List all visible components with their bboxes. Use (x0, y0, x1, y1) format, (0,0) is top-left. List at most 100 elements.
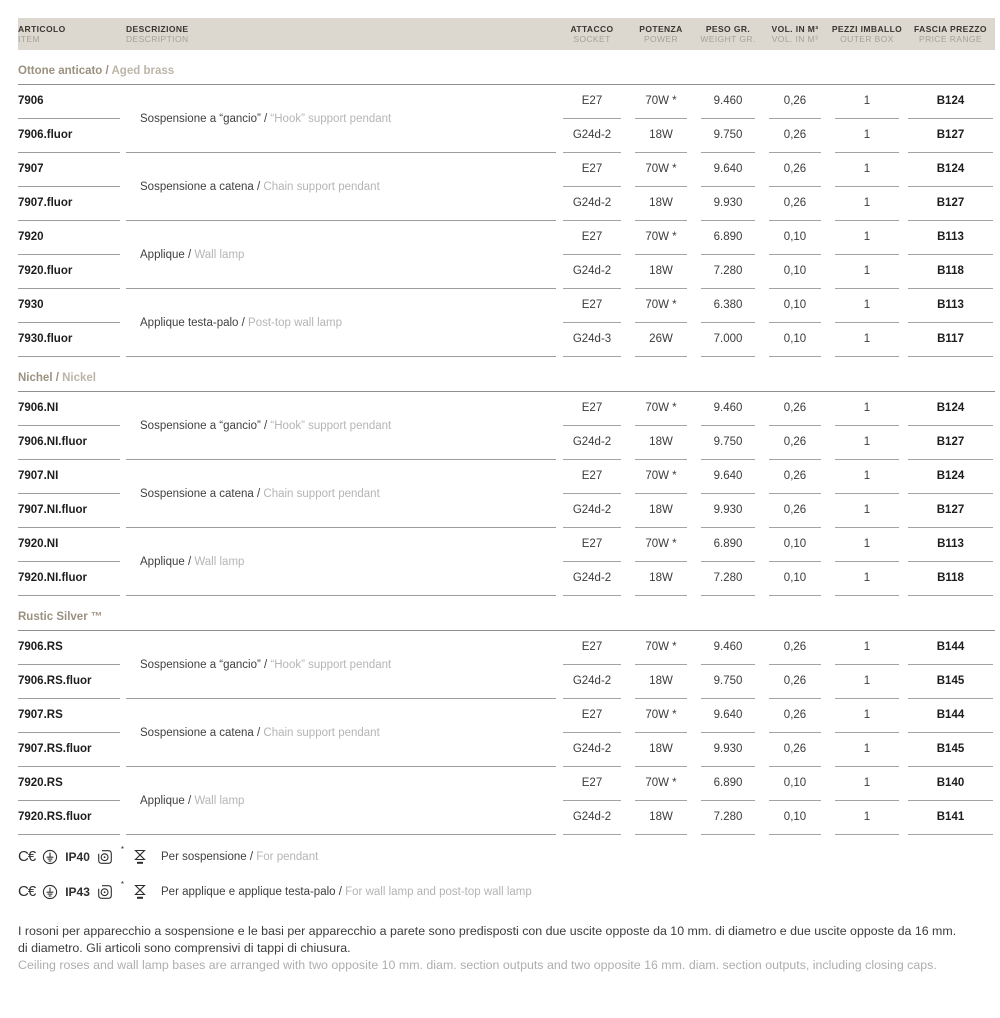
header-peso-en: WEIGHT GR. (700, 34, 756, 44)
price-range-value: B141 (908, 801, 993, 835)
price-range-value: B127 (908, 494, 993, 528)
weight-value: 9.640 (701, 153, 755, 187)
article-code: 7906.NI.fluor (18, 426, 120, 460)
header-fascia-en: PRICE RANGE (919, 34, 982, 44)
earth-class-icon (43, 884, 58, 899)
socket-value: G24d-2 (563, 733, 621, 767)
cert-label-it: Per sospensione / (161, 850, 257, 863)
footnote-italian: I rosoni per apparecchio a sospensione e… (18, 924, 957, 955)
volume-value: 0,10 (769, 255, 821, 289)
article-code: 7907.RS.fluor (18, 733, 120, 767)
volume-value: 0,10 (769, 221, 821, 255)
flammability-test-icon (134, 884, 146, 899)
power-value: 70W * (635, 460, 687, 494)
description-en: Wall lamp (194, 794, 245, 807)
header-descrizione-en: DESCRIPTION (126, 34, 189, 44)
article-code: 7930 (18, 289, 120, 323)
socket-value: G24d-2 (563, 665, 621, 699)
column-header-volume: VOL. IN M³ VOL. IN M³ (762, 24, 828, 44)
ce-mark-icon: C€ (18, 883, 36, 900)
product-group: 7907.NI Sospensione a catena / Chain supp… (18, 460, 995, 528)
article-code: 7920.NI.fluor (18, 562, 120, 596)
header-attacco-it: ATTACCO (570, 24, 614, 34)
product-group: 7920.NI Applique / Wall lamp E27 70W * 6.890… (18, 528, 995, 596)
section-title: Ottone anticato / Aged brass (18, 56, 995, 85)
pieces-value: 1 (835, 85, 899, 119)
socket-value: G24d-2 (563, 426, 621, 460)
ip-rating: IP43 (65, 884, 90, 899)
power-value: 18W (635, 494, 687, 528)
product-description: Applique / Wall lamp (126, 528, 556, 596)
description-it: Applique testa-palo / (140, 316, 249, 329)
price-range-value: B127 (908, 426, 993, 460)
weight-value: 7.280 (701, 255, 755, 289)
header-articolo-it: ARTICOLO (18, 24, 66, 34)
price-range-value: B113 (908, 528, 993, 562)
volume-value: 0,26 (769, 699, 821, 733)
table-body: Ottone anticato / Aged brass 7906 Sospensi… (18, 56, 995, 835)
article-code: 7920 (18, 221, 120, 255)
pieces-value: 1 (835, 255, 899, 289)
article-code: 7906.RS.fluor (18, 665, 120, 699)
price-range-value: B144 (908, 699, 993, 733)
footnote-english: Ceiling roses and wall lamp bases are ar… (18, 958, 937, 972)
article-code: 7906 (18, 85, 120, 119)
socket-value: E27 (563, 460, 621, 494)
certification-lines: C€ IP40 * Per sospensione / For pendant … (18, 839, 995, 909)
pieces-value: 1 (835, 460, 899, 494)
cert-label-en: For wall lamp and post-top wall lamp (345, 885, 532, 898)
weight-value: 9.640 (701, 699, 755, 733)
weight-value: 9.930 (701, 494, 755, 528)
description-it: Sospensione a catena / (140, 487, 264, 500)
volume-value: 0,10 (769, 767, 821, 801)
description-en: Post-top wall lamp (248, 316, 343, 329)
article-code: 7920.fluor (18, 255, 120, 289)
price-range-value: B117 (908, 323, 993, 357)
product-group: 7930 Applique testa-palo / Post-top wall … (18, 289, 995, 357)
column-header-articolo: ARTICOLO ITEM (18, 24, 126, 44)
power-value: 18W (635, 733, 687, 767)
socket-value: E27 (563, 631, 621, 665)
socket-value: E27 (563, 289, 621, 323)
volume-value: 0,26 (769, 494, 821, 528)
weight-value: 9.640 (701, 460, 755, 494)
product-group: 7906.RS Sospensione a “gancio” / “Hook” s… (18, 631, 995, 699)
pieces-value: 1 (835, 665, 899, 699)
earth-class-icon (43, 849, 58, 864)
description-en: “Hook” support pendant (270, 658, 392, 671)
product-group: 7920 Applique / Wall lamp E27 70W * 6.890 0,1… (18, 221, 995, 289)
price-range-value: B140 (908, 767, 993, 801)
socket-value: G24d-2 (563, 119, 621, 153)
header-pezzi-it: PEZZI IMBALLO (831, 24, 903, 34)
weight-value: 6.380 (701, 289, 755, 323)
article-code: 7920.NI (18, 528, 120, 562)
volume-value: 0,26 (769, 426, 821, 460)
header-descrizione-it: DESCRIZIONE (126, 24, 189, 34)
luminaire-symbol-icon (98, 849, 112, 864)
power-value: 18W (635, 426, 687, 460)
pieces-value: 1 (835, 221, 899, 255)
description-en: Wall lamp (194, 555, 245, 568)
socket-value: G24d-2 (563, 801, 621, 835)
pieces-value: 1 (835, 528, 899, 562)
socket-value: E27 (563, 767, 621, 801)
weight-value: 9.750 (701, 426, 755, 460)
description-it: Sospensione a “gancio” / (140, 658, 271, 671)
product-description: Applique testa-palo / Post-top wall lamp (126, 289, 556, 357)
article-code: 7907 (18, 153, 120, 187)
socket-value: G24d-2 (563, 187, 621, 221)
product-group: 7906 Sospensione a “gancio” / “Hook” supp… (18, 85, 995, 153)
pieces-value: 1 (835, 426, 899, 460)
weight-value: 9.930 (701, 187, 755, 221)
power-value: 18W (635, 801, 687, 835)
price-range-value: B124 (908, 85, 993, 119)
volume-value: 0,26 (769, 460, 821, 494)
pieces-value: 1 (835, 767, 899, 801)
certification-line: C€ IP43 * Per applique e applique testa-… (18, 874, 995, 909)
price-range-value: B118 (908, 562, 993, 596)
product-description: Sospensione a catena / Chain support pen… (126, 699, 556, 767)
price-range-value: B124 (908, 153, 993, 187)
article-code: 7906.RS (18, 631, 120, 665)
socket-value: G24d-2 (563, 562, 621, 596)
pieces-value: 1 (835, 289, 899, 323)
